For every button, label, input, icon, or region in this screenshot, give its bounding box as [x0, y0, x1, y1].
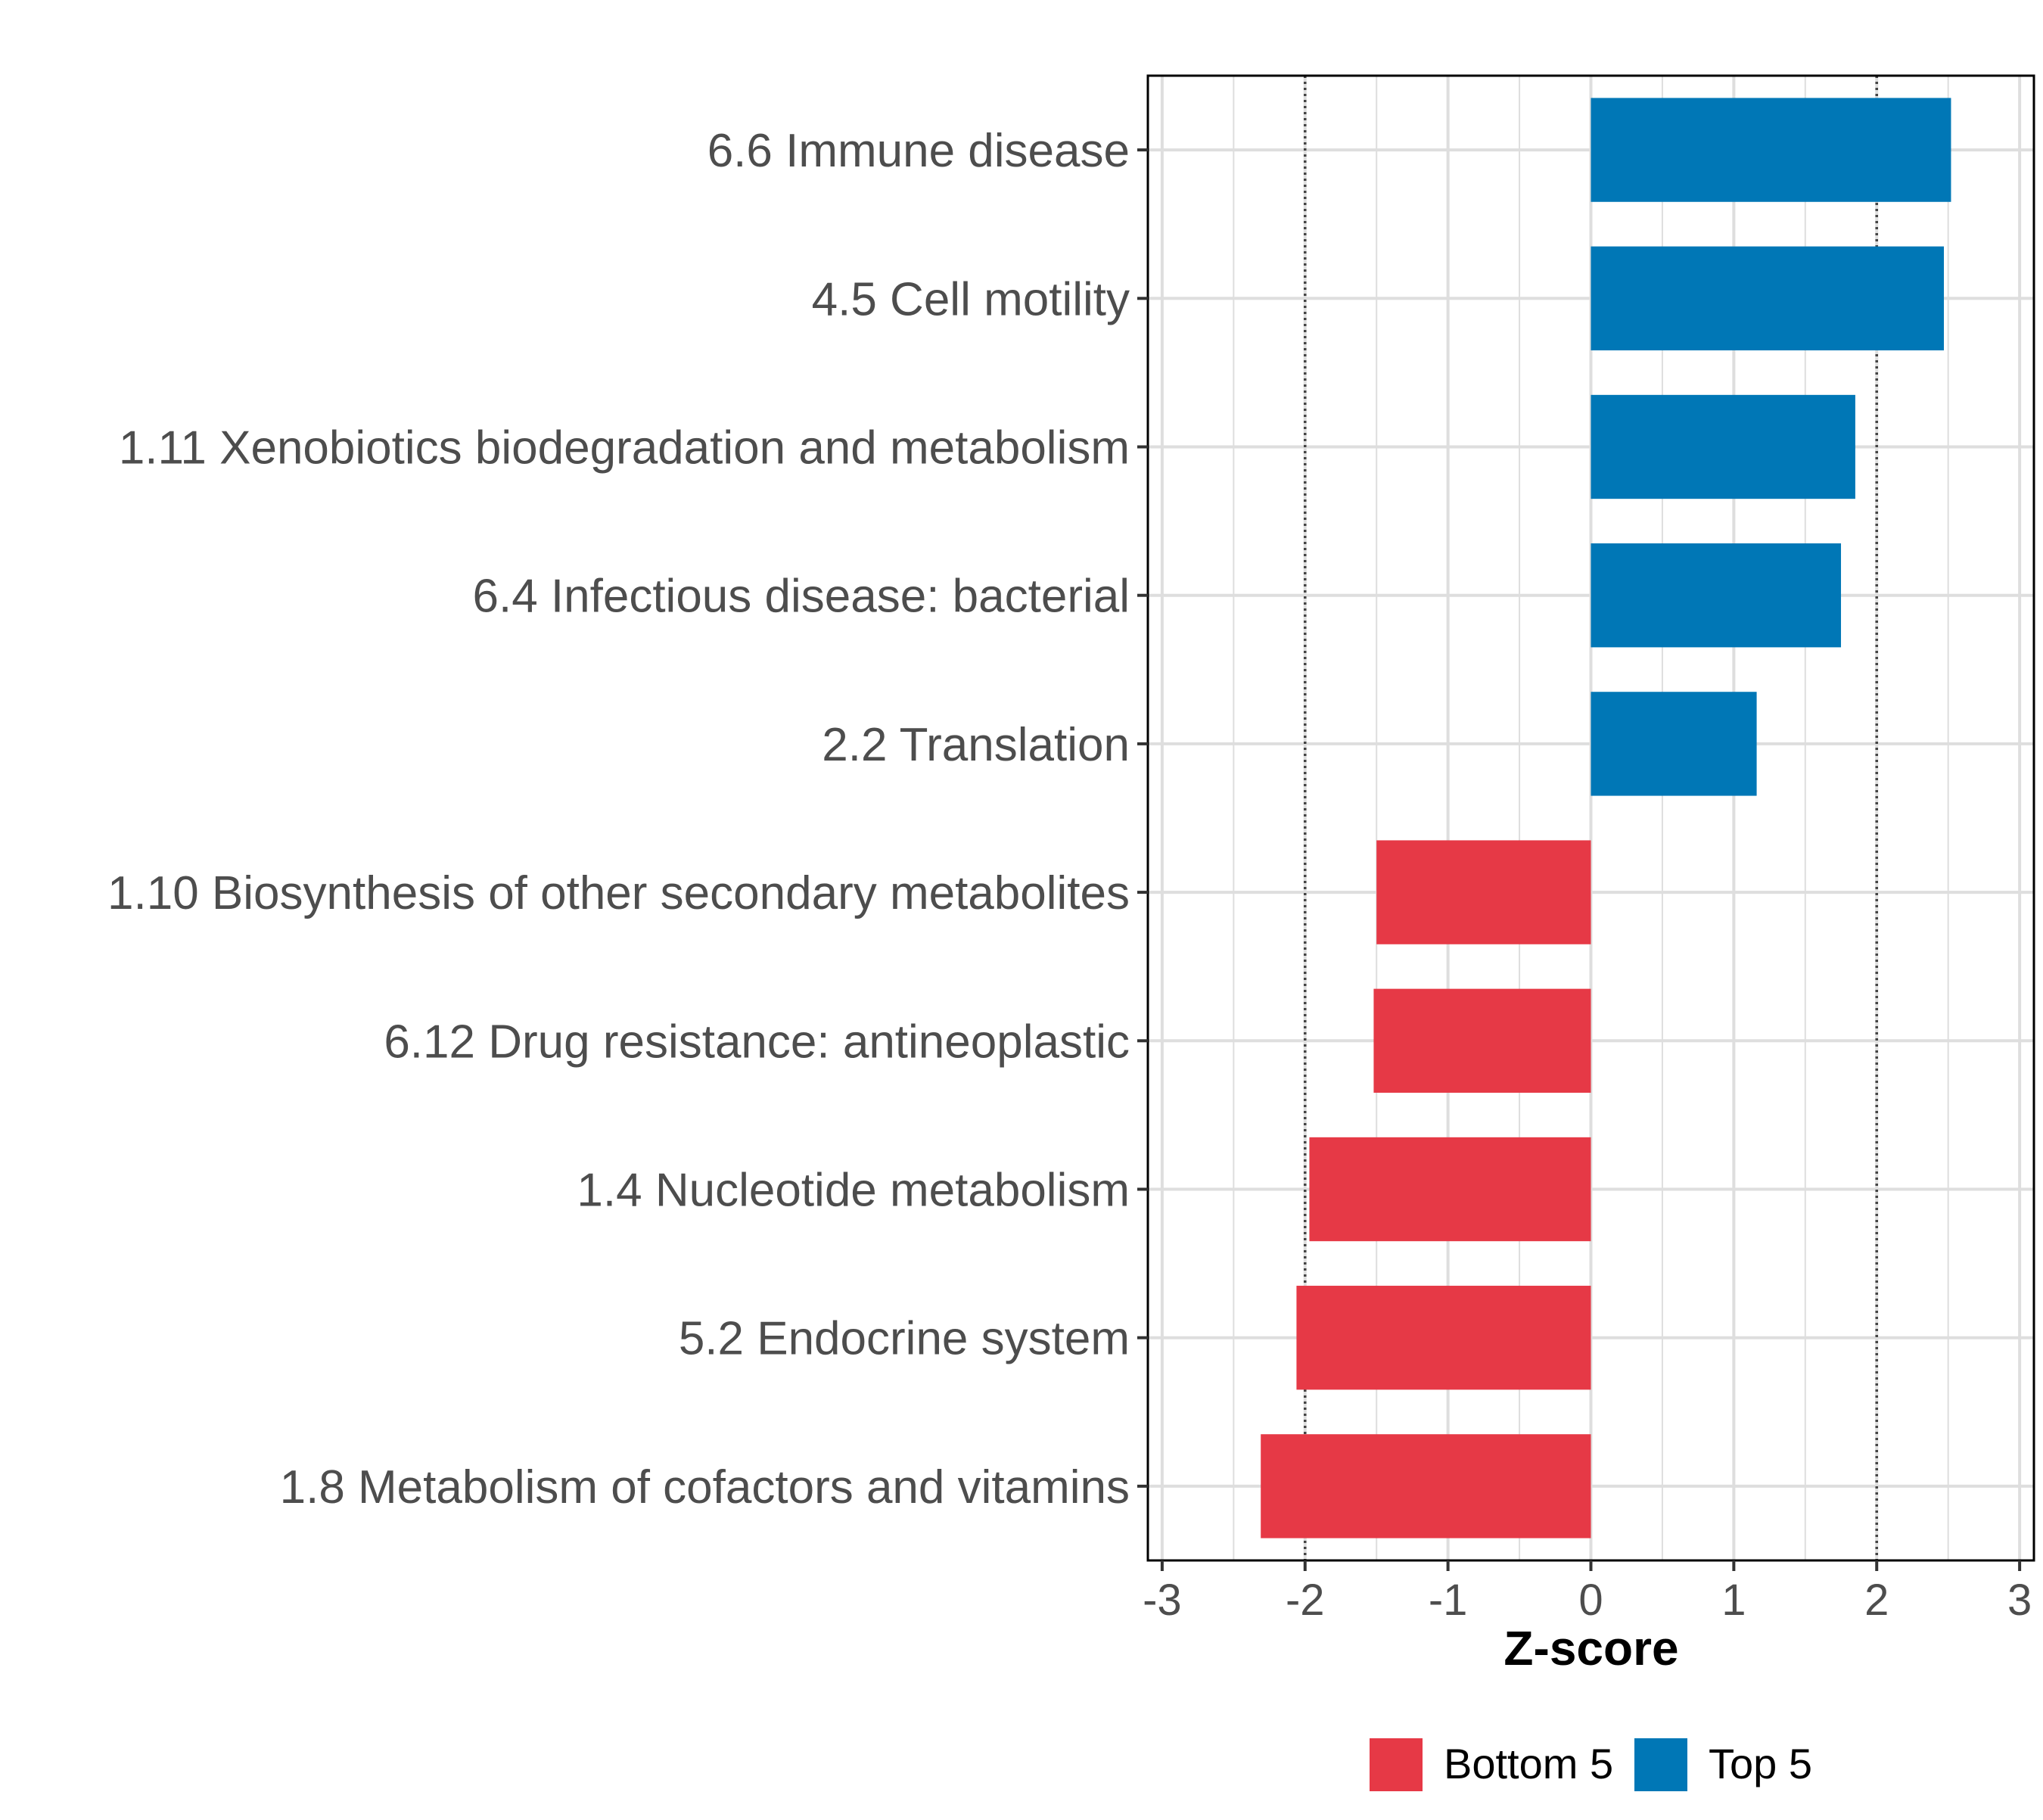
bar — [1261, 1434, 1591, 1538]
y-tick-label: 1.11 Xenobiotics biodegradation and meta… — [119, 422, 1130, 474]
y-tick-label: 2.2 Translation — [822, 719, 1130, 771]
y-tick-label: 1.8 Metabolism of cofactors and vitamins — [280, 1461, 1130, 1514]
bar — [1296, 1286, 1591, 1390]
y-tick-label: 5.2 Endocrine system — [679, 1313, 1130, 1365]
x-tick-label: -3 — [1143, 1576, 1182, 1625]
x-axis: -3 -2 -1 0 1 2 3 — [1143, 1560, 2032, 1625]
y-axis: 6.6 Immune disease 4.5 Cell motility 1.11 … — [107, 125, 1148, 1514]
bar — [1309, 1137, 1591, 1242]
x-tick-label: 2 — [1864, 1576, 1889, 1625]
bar — [1591, 98, 1951, 202]
legend-swatch — [1370, 1738, 1423, 1791]
x-axis-title: Z-score — [1503, 1621, 1678, 1675]
x-tick-label: -2 — [1286, 1576, 1325, 1625]
y-tick-label: 1.10 Biosynthesis of other secondary met… — [107, 867, 1130, 919]
y-tick-label: 6.12 Drug resistance: antineoplastic — [384, 1016, 1130, 1068]
legend-label: Bottom 5 — [1444, 1740, 1613, 1787]
legend-label: Top 5 — [1709, 1740, 1812, 1787]
bar — [1591, 692, 1757, 796]
y-tick-label: 6.6 Immune disease — [707, 125, 1130, 177]
legend-swatch — [1634, 1738, 1687, 1791]
y-tick-label: 6.4 Infectious disease: bacterial — [472, 571, 1130, 623]
bars — [1261, 98, 1951, 1538]
x-tick-label: 3 — [2007, 1576, 2032, 1625]
x-tick-label: -1 — [1429, 1576, 1468, 1625]
bar — [1591, 394, 1855, 499]
bar — [1591, 543, 1842, 648]
bar — [1373, 988, 1591, 1093]
y-tick-label: 1.4 Nucleotide metabolism — [577, 1165, 1130, 1217]
bar — [1591, 246, 1945, 350]
bar — [1376, 840, 1591, 944]
y-tick-label: 4.5 Cell motility — [812, 273, 1130, 325]
x-tick-label: 1 — [1721, 1576, 1746, 1625]
x-tick-label: 0 — [1578, 1576, 1603, 1625]
legend: Bottom 5 Top 5 — [1370, 1738, 1812, 1791]
